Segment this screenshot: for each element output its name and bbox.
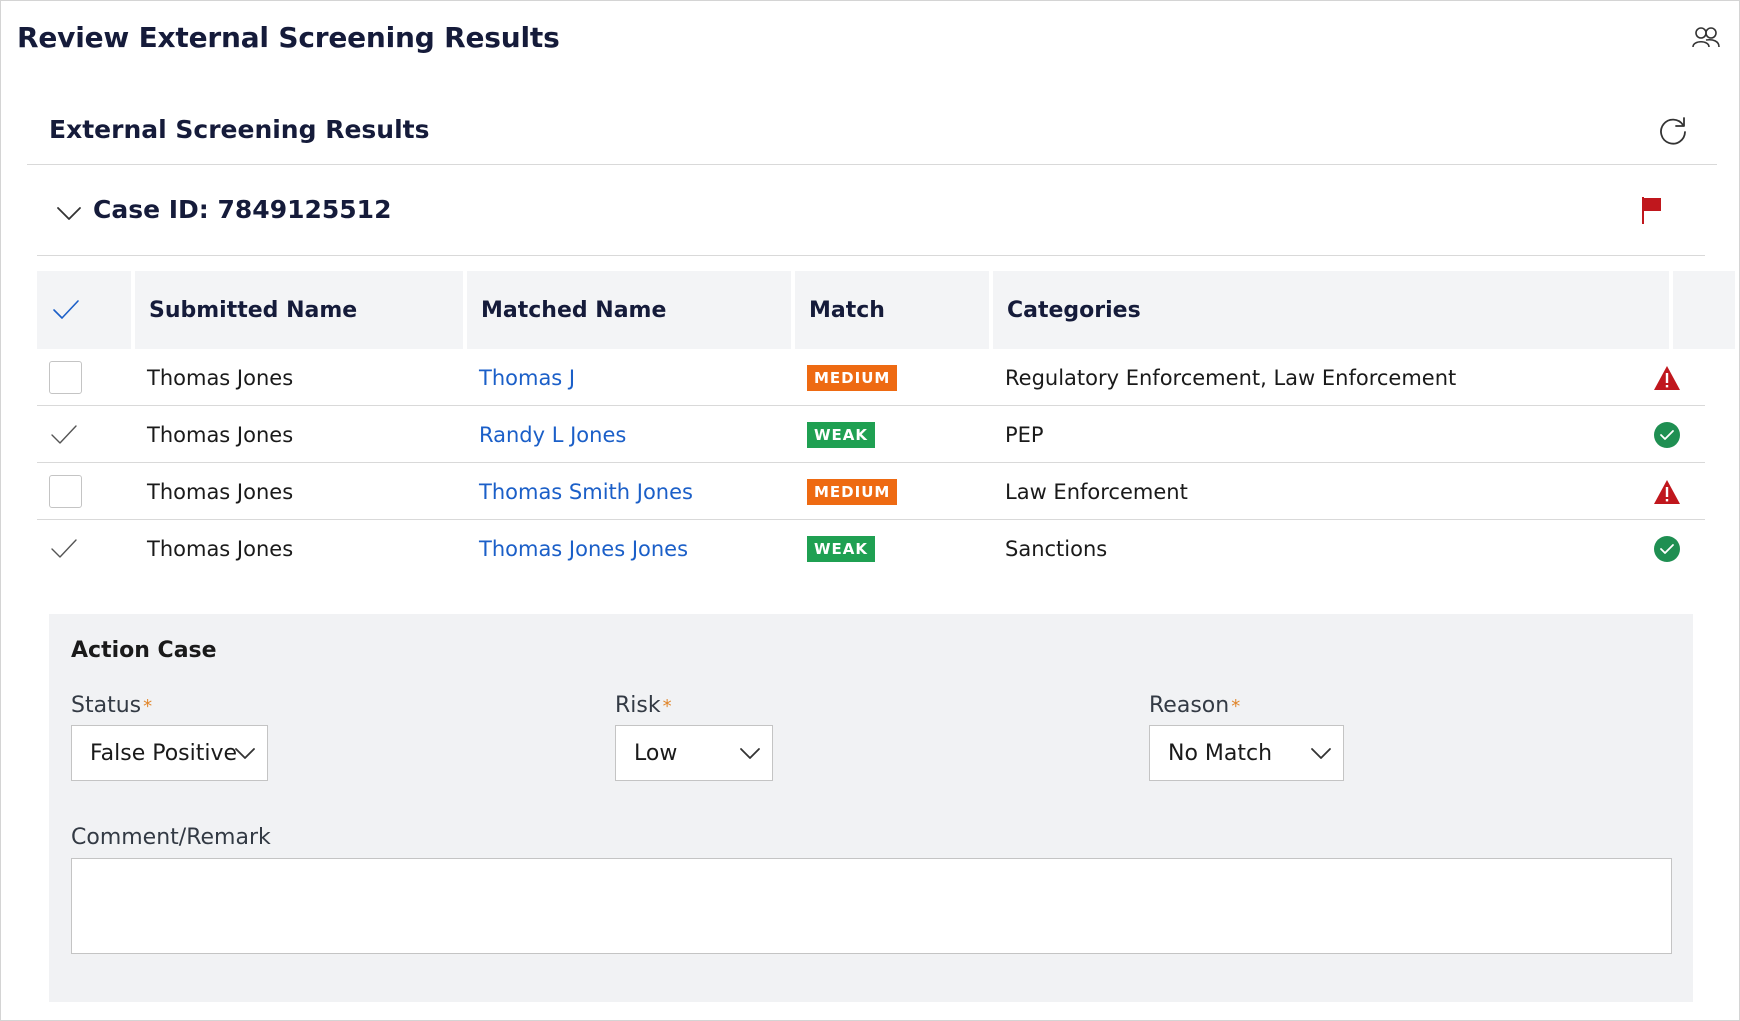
refresh-icon[interactable] — [1657, 115, 1689, 147]
reason-value: No Match — [1168, 740, 1273, 766]
select-all-cell[interactable] — [37, 271, 131, 349]
required-marker: * — [662, 696, 672, 717]
row-check-icon[interactable] — [49, 537, 79, 561]
row-select-cell[interactable] — [49, 349, 119, 406]
submitted-name-cell: Thomas Jones — [147, 479, 294, 504]
categories-cell: Regulatory Enforcement, Law Enforcement — [1005, 365, 1457, 390]
page-title: Review External Screening Results — [17, 21, 560, 54]
table-row[interactable]: Thomas Jones Thomas J MEDIUM Regulatory Enf… — [37, 349, 1705, 406]
required-marker: * — [1231, 696, 1241, 717]
matched-name-link[interactable]: Thomas Jones Jones — [479, 536, 689, 561]
submitted-name-cell: Thomas Jones — [147, 422, 294, 447]
chevron-down-icon[interactable] — [55, 199, 83, 227]
warning-triangle-icon — [1654, 479, 1680, 504]
reason-label: Reason * — [1149, 693, 1240, 718]
matched-name-link[interactable]: Thomas Smith Jones — [479, 479, 693, 504]
status-label: Status * — [71, 693, 152, 718]
match-strength-badge: WEAK — [807, 535, 876, 562]
match-cell: MEDIUM — [807, 463, 898, 520]
status-cell — [1653, 349, 1681, 406]
table-row[interactable]: Thomas Jones Thomas Smith Jones MEDIUM Law … — [37, 463, 1705, 520]
status-label-text: Status — [71, 693, 142, 718]
categories-cell: PEP — [1005, 422, 1044, 447]
column-header-status — [1673, 271, 1735, 349]
required-marker: * — [143, 696, 153, 717]
chevron-down-icon — [235, 748, 255, 759]
flag-icon[interactable] — [1639, 195, 1665, 225]
risk-value: Low — [634, 740, 678, 766]
match-cell: WEAK — [807, 406, 876, 463]
reason-select[interactable]: No Match — [1149, 725, 1344, 781]
column-header-categories[interactable]: Categories — [993, 271, 1669, 349]
match-strength-badge: MEDIUM — [807, 478, 898, 505]
status-cell — [1653, 406, 1681, 463]
section-divider — [27, 164, 1717, 165]
categories-cell: Sanctions — [1005, 536, 1108, 561]
table-body: Thomas Jones Thomas J MEDIUM Regulatory Enf… — [37, 349, 1705, 577]
row-checkbox[interactable] — [49, 361, 82, 394]
match-strength-badge: WEAK — [807, 421, 876, 448]
table-header: Submitted Name Matched Name Match Catego… — [37, 271, 1735, 349]
reason-label-text: Reason — [1149, 693, 1230, 718]
table-row[interactable]: Thomas Jones Randy L Jones WEAK PEP — [37, 406, 1705, 463]
row-select-cell[interactable] — [49, 520, 119, 577]
select-all-check-icon[interactable] — [51, 298, 81, 322]
categories-cell: Law Enforcement — [1005, 479, 1188, 504]
risk-select[interactable]: Low — [615, 725, 773, 781]
chevron-down-icon — [740, 748, 760, 759]
match-cell: MEDIUM — [807, 349, 898, 406]
action-case-panel: Action Case Status * False Positive Risk *… — [49, 614, 1693, 1002]
risk-label: Risk * — [615, 693, 672, 718]
table-row[interactable]: Thomas Jones Thomas Jones Jones WEAK Sancti… — [37, 520, 1705, 577]
matched-name-link[interactable]: Thomas J — [479, 365, 576, 390]
check-circle-icon — [1654, 421, 1680, 448]
status-value: False Positive — [90, 740, 238, 766]
chevron-down-icon — [1311, 748, 1331, 759]
screening-results-table: Submitted Name Matched Name Match Catego… — [37, 271, 1735, 577]
row-select-cell[interactable] — [49, 406, 119, 463]
status-cell — [1653, 463, 1681, 520]
row-select-cell[interactable] — [49, 463, 119, 520]
case-divider — [37, 255, 1705, 256]
users-icon[interactable] — [1691, 25, 1721, 51]
row-check-icon[interactable] — [49, 423, 79, 447]
match-strength-badge: MEDIUM — [807, 364, 898, 391]
status-select[interactable]: False Positive — [71, 725, 268, 781]
warning-triangle-icon — [1654, 365, 1680, 390]
action-case-title: Action Case — [71, 638, 217, 663]
section-title: External Screening Results — [49, 115, 430, 144]
matched-name-link[interactable]: Randy L Jones — [479, 422, 627, 447]
submitted-name-cell: Thomas Jones — [147, 365, 294, 390]
comment-textarea[interactable] — [71, 858, 1672, 954]
risk-label-text: Risk — [615, 693, 661, 718]
match-cell: WEAK — [807, 520, 876, 577]
submitted-name-cell: Thomas Jones — [147, 536, 294, 561]
column-header-submitted-name[interactable]: Submitted Name — [135, 271, 463, 349]
case-title: Case ID: 7849125512 — [93, 195, 392, 224]
comment-label: Comment/Remark — [71, 825, 271, 850]
check-circle-icon — [1654, 535, 1680, 562]
row-checkbox[interactable] — [49, 475, 82, 508]
column-header-match[interactable]: Match — [795, 271, 989, 349]
status-cell — [1653, 520, 1681, 577]
column-header-matched-name[interactable]: Matched Name — [467, 271, 791, 349]
